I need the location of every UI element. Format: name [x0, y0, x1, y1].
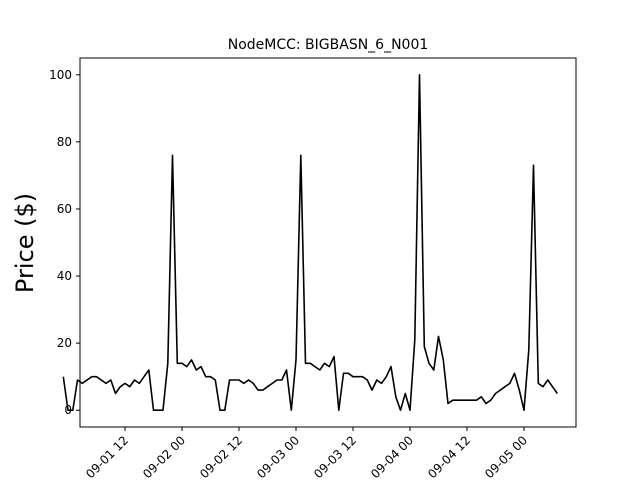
x-tick-label: 09-02 12 — [197, 433, 245, 480]
plot-frame — [79, 57, 577, 428]
x-tick-label: 09-01 12 — [83, 433, 131, 480]
y-tick-label: 60 — [57, 202, 72, 216]
x-tick-label: 09-05 00 — [482, 433, 530, 480]
y-tick-label: 20 — [57, 336, 72, 350]
chart-title: NodeMCC: BIGBASN_6_N001 — [228, 37, 429, 53]
x-tick-label: 09-03 12 — [311, 433, 359, 480]
y-tick-label: 40 — [57, 269, 72, 283]
price-line — [62, 74, 558, 412]
x-tick-label: 09-04 00 — [368, 433, 416, 480]
x-tick-label: 09-02 00 — [140, 433, 188, 480]
x-tick-label: 09-03 00 — [254, 433, 302, 480]
y-axis-label: Price ($) — [11, 193, 39, 293]
x-tick-label: 09-04 12 — [425, 433, 473, 480]
y-tick-label: 100 — [49, 68, 72, 82]
y-tick-label: 80 — [57, 135, 72, 149]
